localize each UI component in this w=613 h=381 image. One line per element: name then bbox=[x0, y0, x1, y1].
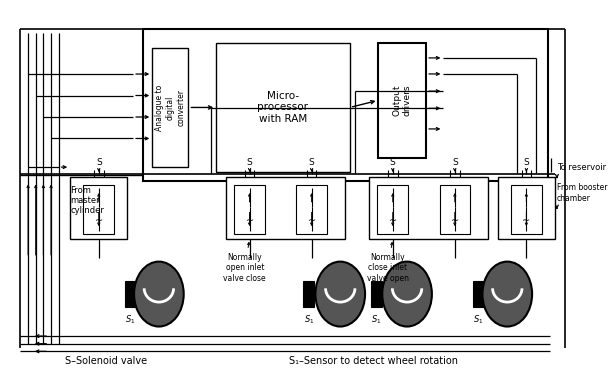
Text: Normally
open inlet
valve close: Normally open inlet valve close bbox=[224, 243, 266, 283]
Text: Micro-
processor
with RAM: Micro- processor with RAM bbox=[257, 91, 308, 124]
Text: S₁–Sensor to detect wheel rotation: S₁–Sensor to detect wheel rotation bbox=[289, 356, 458, 366]
Text: S: S bbox=[390, 158, 395, 167]
Text: ∼: ∼ bbox=[245, 215, 254, 225]
Bar bbox=[511, 185, 542, 234]
Text: Analogue to
digital
converter: Analogue to digital converter bbox=[156, 84, 185, 131]
Text: S: S bbox=[524, 158, 529, 167]
Text: Output
drivers: Output drivers bbox=[392, 85, 412, 116]
Bar bbox=[303, 281, 314, 307]
Bar bbox=[296, 185, 327, 234]
Text: $S_1$: $S_1$ bbox=[125, 313, 135, 326]
Bar bbox=[473, 281, 484, 307]
Ellipse shape bbox=[316, 262, 365, 327]
Text: S: S bbox=[309, 158, 314, 167]
Text: ∼: ∼ bbox=[308, 215, 316, 225]
Bar bbox=[216, 43, 350, 172]
Bar bbox=[498, 177, 555, 239]
Bar bbox=[83, 185, 114, 234]
Ellipse shape bbox=[482, 262, 532, 327]
Text: ∼: ∼ bbox=[451, 215, 459, 225]
Text: $S_1$: $S_1$ bbox=[303, 313, 314, 326]
Bar bbox=[143, 29, 549, 181]
Text: From
master
cylinder: From master cylinder bbox=[70, 186, 104, 215]
Bar bbox=[152, 48, 188, 167]
Text: $S_1$: $S_1$ bbox=[473, 313, 484, 326]
Text: To reservoir: To reservoir bbox=[557, 163, 606, 171]
Text: S–Solenoid valve: S–Solenoid valve bbox=[66, 356, 148, 366]
Ellipse shape bbox=[134, 262, 184, 327]
Bar bbox=[378, 185, 408, 234]
Text: ∼: ∼ bbox=[522, 215, 530, 225]
Text: S: S bbox=[246, 158, 253, 167]
Bar bbox=[369, 177, 488, 239]
Bar bbox=[378, 43, 426, 158]
Ellipse shape bbox=[383, 262, 432, 327]
Text: ∼: ∼ bbox=[94, 215, 103, 225]
Text: S: S bbox=[96, 158, 102, 167]
Bar bbox=[226, 177, 345, 239]
Text: Normally
close inlet
valve open: Normally close inlet valve open bbox=[367, 243, 409, 283]
Text: ∼: ∼ bbox=[389, 215, 397, 225]
Bar bbox=[234, 185, 265, 234]
Bar bbox=[371, 281, 383, 307]
Text: From booster
chamber: From booster chamber bbox=[557, 183, 607, 203]
Text: $S_1$: $S_1$ bbox=[371, 313, 382, 326]
Text: S: S bbox=[452, 158, 458, 167]
Bar bbox=[440, 185, 470, 234]
Bar bbox=[124, 281, 136, 307]
Bar bbox=[70, 177, 128, 239]
